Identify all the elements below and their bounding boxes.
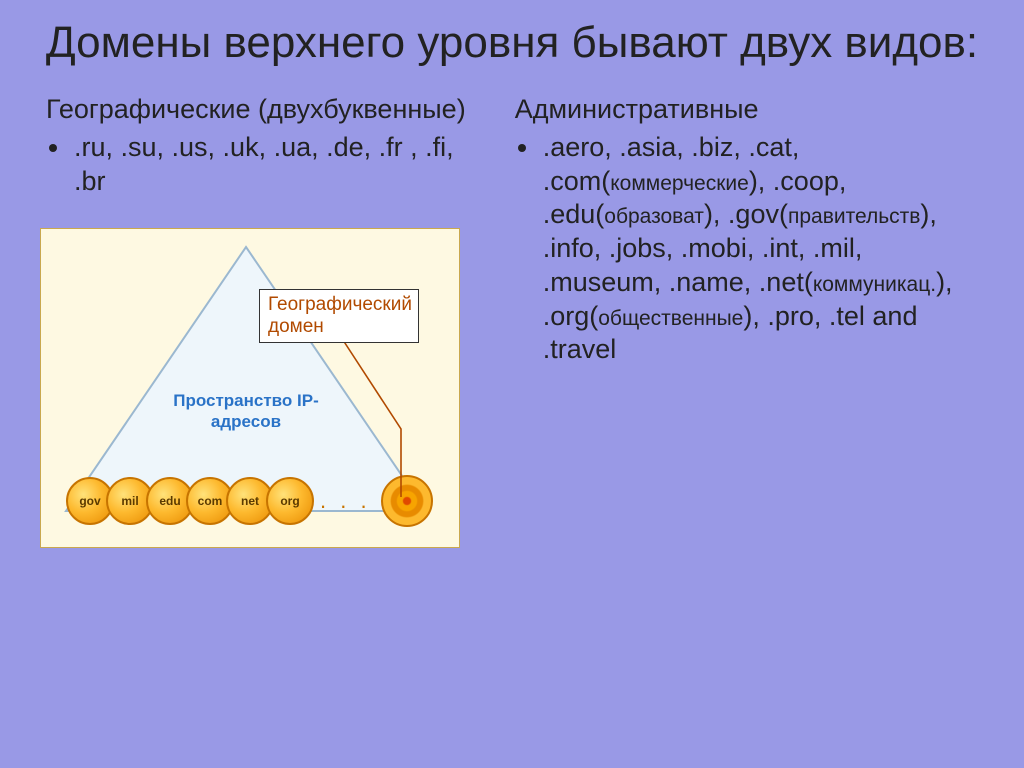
right-heading: Административные	[509, 93, 984, 125]
slide-title: Домены верхнего уровня бывают двух видов…	[40, 18, 984, 69]
callout-connector	[41, 229, 461, 549]
right-bullet-list: .aero, .asia, .biz, .cat, .com(коммерчес…	[509, 131, 984, 367]
columns-container: Географические (двухбуквенные) .ru, .su,…	[40, 93, 984, 549]
right-bullet-item: .aero, .asia, .biz, .cat, .com(коммерчес…	[541, 131, 984, 367]
left-bullet-item: .ru, .su, .us, .uk, .ua, .de, .fr , .fi,…	[72, 131, 479, 199]
left-column: Географические (двухбуквенные) .ru, .su,…	[40, 93, 479, 549]
callout-box: Географический домен	[259, 289, 419, 343]
pyramid-diagram: Географический домен Пространство IP-адр…	[40, 228, 460, 548]
slide: Домены верхнего уровня бывают двух видов…	[0, 0, 1024, 768]
left-bullet-list: .ru, .su, .us, .uk, .ua, .de, .fr , .fi,…	[40, 131, 479, 199]
right-column: Административные .aero, .asia, .biz, .ca…	[509, 93, 984, 549]
left-heading: Географические (двухбуквенные)	[40, 93, 479, 125]
